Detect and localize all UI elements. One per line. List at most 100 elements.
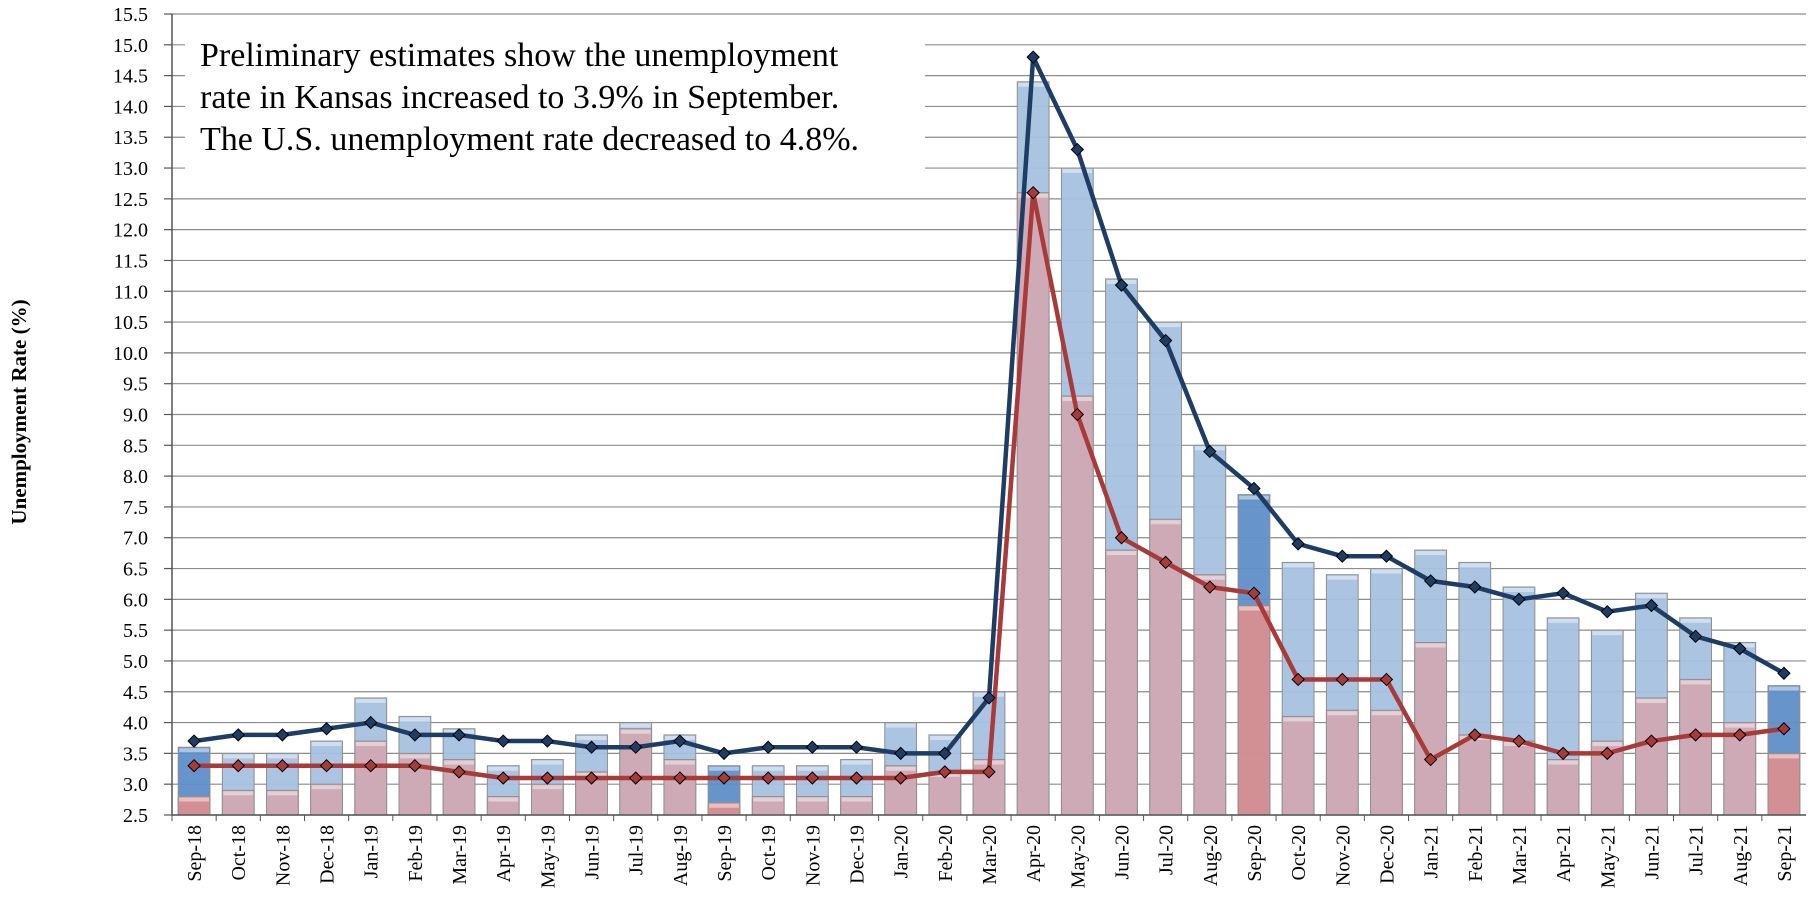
bar-series-2 <box>663 759 697 816</box>
bar-highlight <box>1106 551 1137 556</box>
bar-highlight <box>223 791 254 796</box>
bar-highlight <box>1371 711 1402 716</box>
bar-highlight <box>1680 680 1711 685</box>
bar-highlight <box>753 766 784 771</box>
y-tick-label: 3.0 <box>123 774 148 796</box>
bar-highlight <box>1062 169 1093 174</box>
line-marker <box>1114 278 1129 292</box>
y-tick-label: 14.0 <box>113 96 148 118</box>
bar-highlight <box>1592 631 1623 636</box>
line-marker <box>1733 728 1747 742</box>
line-marker <box>275 728 290 742</box>
y-tick-label: 10.5 <box>113 312 148 334</box>
bar-highlight <box>1239 495 1269 500</box>
bar-highlight <box>179 748 209 753</box>
line-marker <box>982 691 996 705</box>
bar-series-2 <box>1546 759 1580 816</box>
line-marker <box>1777 722 1791 736</box>
bar-series-2 <box>221 789 255 816</box>
x-tick-label: Sep-21 <box>1774 825 1796 882</box>
x-tick-label: Dec-19 <box>847 825 869 884</box>
line-marker <box>452 728 466 742</box>
annotation-box <box>185 26 925 174</box>
x-tick-label: Apr-21 <box>1553 825 1575 882</box>
bar-highlight <box>223 754 254 759</box>
line-marker <box>1070 407 1085 422</box>
line-marker <box>893 771 908 785</box>
line-marker <box>1777 666 1791 680</box>
line-marker <box>1556 746 1570 761</box>
bar-highlight <box>399 754 430 759</box>
line-marker <box>849 771 864 785</box>
line-marker <box>893 746 908 761</box>
line-marker <box>717 771 731 785</box>
y-tick-label: 9.5 <box>123 374 148 396</box>
line-marker <box>540 771 555 785</box>
bar-highlight <box>797 766 828 771</box>
bar-highlight <box>355 698 386 703</box>
x-tick-label: Jul-21 <box>1686 825 1708 875</box>
bar-series-2 <box>310 783 343 816</box>
x-tick-label: Aug-21 <box>1730 825 1752 886</box>
line-marker <box>1335 549 1350 563</box>
line-marker <box>1733 641 1747 656</box>
line-marker <box>540 734 555 748</box>
bar-series-2 <box>1502 740 1536 816</box>
bar-highlight <box>532 760 563 765</box>
line-marker <box>938 765 952 779</box>
x-tick-label: May-20 <box>1067 825 1089 888</box>
y-tick-label: 2.5 <box>123 805 148 827</box>
bar-highlight <box>1150 323 1181 328</box>
line-marker <box>1512 592 1526 607</box>
bar-series-2 <box>530 783 564 816</box>
x-tick-label: Jan-19 <box>361 825 383 878</box>
bar-highlight <box>267 754 298 759</box>
y-tick-label: 9.0 <box>123 405 148 427</box>
x-tick-label: Jan-21 <box>1421 825 1443 878</box>
x-tick-label: Feb-20 <box>935 825 957 882</box>
line-marker <box>805 771 820 785</box>
bar-highlight <box>267 791 298 796</box>
bar-highlight <box>1592 742 1623 747</box>
y-tick-label: 12.5 <box>113 189 148 211</box>
line-marker <box>496 734 510 748</box>
bar-highlight <box>1415 643 1446 648</box>
line-marker <box>408 728 422 742</box>
line-marker <box>1600 746 1614 761</box>
bar-highlight <box>355 742 386 747</box>
bar-highlight <box>1636 698 1667 703</box>
line-marker <box>364 715 378 730</box>
line-marker <box>187 734 201 748</box>
bar-series-2 <box>1060 395 1094 816</box>
bar-highlight <box>885 766 916 771</box>
bar-highlight <box>179 797 209 802</box>
line-marker <box>496 771 510 785</box>
bar-highlight <box>444 760 474 765</box>
line-marker <box>1512 734 1526 748</box>
bar-series-2 <box>1325 709 1359 816</box>
bar-series-2 <box>1635 697 1668 816</box>
bar-highlight <box>532 785 563 790</box>
line-marker <box>1468 728 1482 742</box>
bar-highlight <box>1283 563 1314 568</box>
bar-series-2 <box>1679 678 1712 816</box>
x-tick-label: Dec-18 <box>317 825 339 884</box>
y-tick-label: 3.5 <box>123 743 148 765</box>
bar-series-2 <box>1281 715 1315 816</box>
x-tick-label: Mar-21 <box>1509 825 1531 885</box>
bar-highlight <box>1327 575 1358 580</box>
x-tick-label: Jun-20 <box>1111 825 1133 879</box>
line-marker <box>628 740 643 754</box>
line-marker <box>584 771 599 785</box>
y-axis-label: Unemployment Rate (%) <box>7 299 31 524</box>
x-tick-label: Sep-18 <box>184 825 206 882</box>
line-marker <box>1688 629 1703 644</box>
bar-highlight <box>399 717 430 722</box>
y-tick-label: 8.5 <box>123 435 148 457</box>
y-tick-label: 12.0 <box>113 220 148 242</box>
annotation-line-2: rate in Kansas increased to 3.9% in Sept… <box>200 79 839 116</box>
x-tick-label: Dec-20 <box>1376 825 1398 884</box>
bar-highlight <box>488 797 519 802</box>
bar-highlight <box>664 760 695 765</box>
